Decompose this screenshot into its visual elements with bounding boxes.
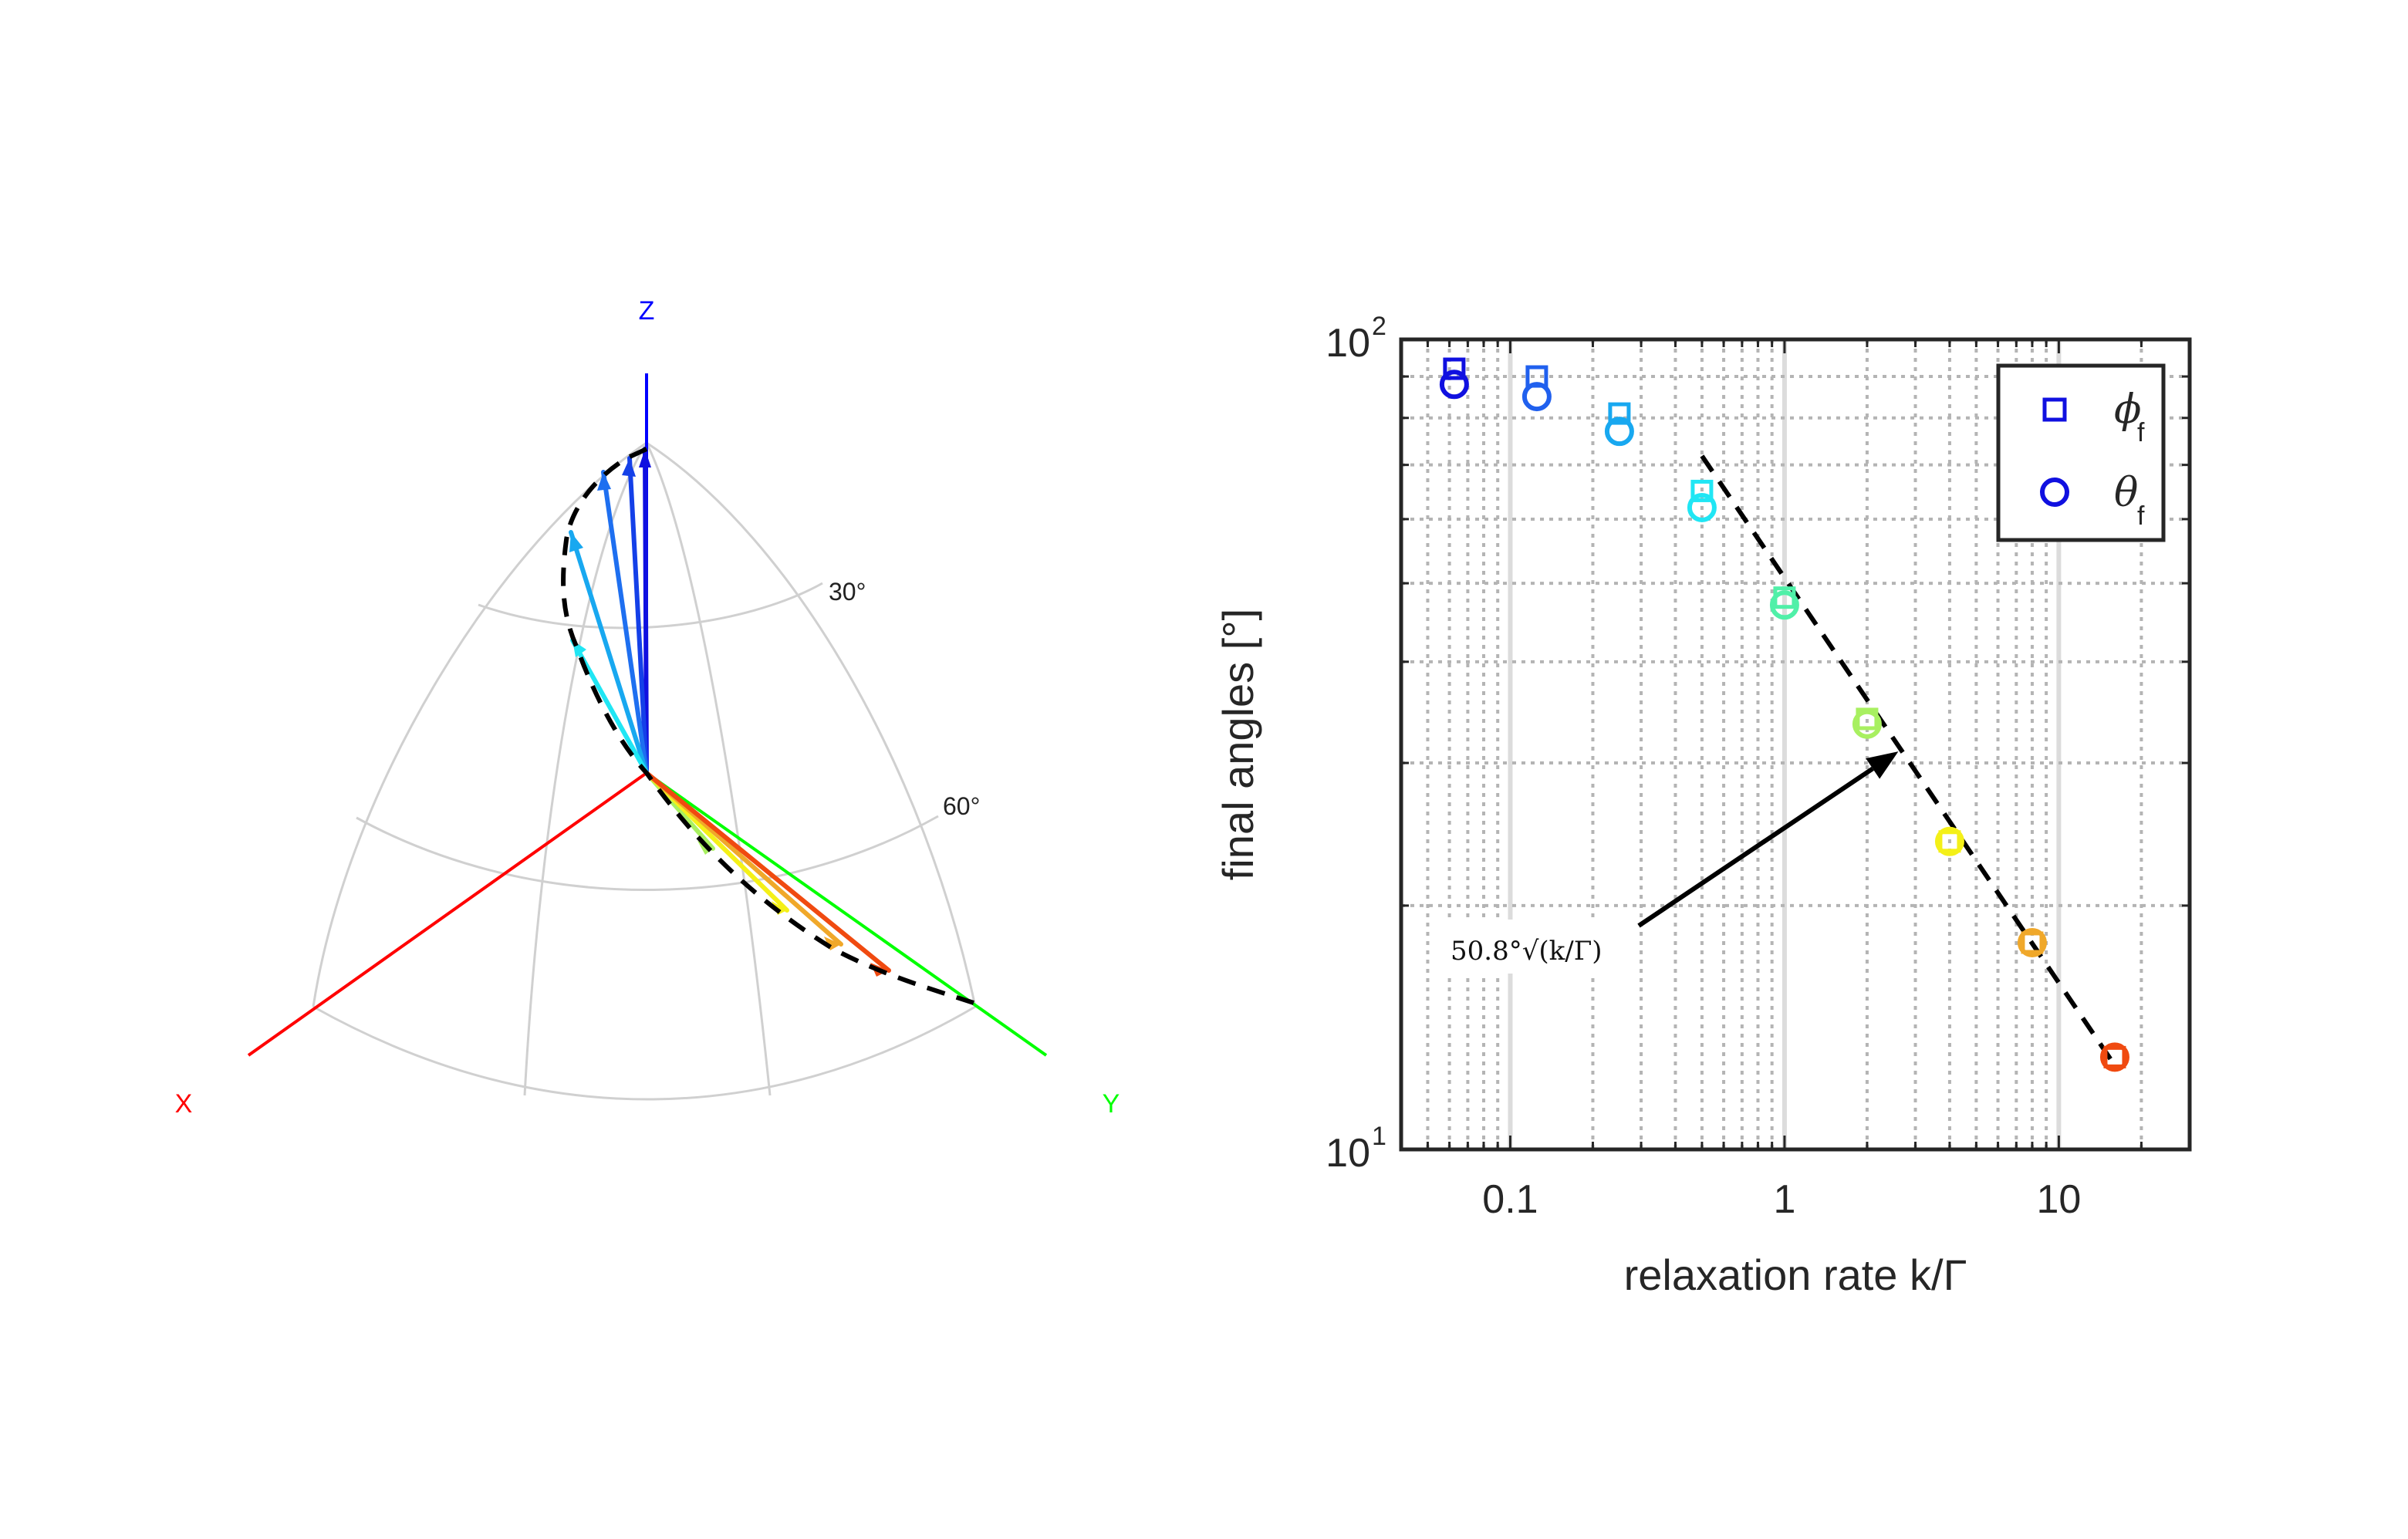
theta-marker <box>2099 1042 2129 1072</box>
phi-marker <box>1690 479 1714 502</box>
latitude-label-60: 60° <box>943 792 980 820</box>
legend-phi-symbol: ϕ <box>2114 386 2141 433</box>
arrowhead-8 <box>824 937 841 950</box>
annotation-text: 50.8°√(k/Γ) <box>1451 936 1603 967</box>
vectors <box>569 447 891 973</box>
theta-marker <box>1604 417 1634 447</box>
theta-marker <box>1439 370 1469 400</box>
y-axis <box>645 771 1048 1057</box>
vector-arrowheads <box>569 449 889 977</box>
meridian-1 <box>523 442 648 1096</box>
x-tick-label: 0.1 <box>1482 1177 1538 1222</box>
x-axis <box>247 771 648 1057</box>
annotation-arrowhead <box>1866 751 1899 779</box>
legend-theta-subscript: f <box>2137 501 2145 531</box>
legend-box <box>1996 363 2166 542</box>
legend-phi-subscript: f <box>2137 418 2145 447</box>
vector-3 <box>601 470 649 775</box>
arrowhead-7 <box>772 901 787 915</box>
meridian-2 <box>645 442 772 1096</box>
y-tick-exponent: 2 <box>1372 312 1386 341</box>
legend-square-icon <box>2042 397 2067 422</box>
sphere-grid <box>312 441 977 1101</box>
theta-marker <box>1934 826 1964 856</box>
x-axis-label: X <box>175 1089 193 1119</box>
legend-circle-icon <box>2040 478 2069 507</box>
sphere-outline-left <box>312 441 647 1007</box>
theta-marker <box>1852 709 1882 739</box>
y-tick-exponent: 1 <box>1372 1122 1386 1151</box>
annotation: 50.8°√(k/Γ) <box>1441 751 1899 974</box>
legend: ϕ f θ f <box>1996 363 2166 542</box>
x-axis-title: relaxation rate k/Γ <box>1624 1250 1967 1299</box>
theta-marker <box>2017 927 2047 957</box>
sphere-outline-bottom <box>312 1005 976 1101</box>
annotation-arrow <box>1637 766 1874 928</box>
phi-marker <box>2021 931 2044 954</box>
phi-marker <box>2103 1045 2126 1068</box>
y-axis-title: final angles [°] <box>1214 609 1262 880</box>
arrowhead-2 <box>622 458 636 477</box>
sphere-panel: Z X Y 30° 60° <box>175 296 1120 1119</box>
z-axis-label: Z <box>639 296 655 326</box>
data-markers <box>1439 357 2129 1072</box>
latitude-circle-30 <box>478 582 823 629</box>
sphere-outline-right <box>646 441 977 1007</box>
vector-1 <box>643 447 649 775</box>
phi-marker <box>1608 402 1631 425</box>
trajectory-dashed <box>561 447 974 1005</box>
latitude-circle-60 <box>356 815 939 892</box>
y-axis-label: Y <box>1103 1089 1120 1119</box>
arrowhead-3 <box>597 472 611 491</box>
theta-marker <box>1769 590 1799 620</box>
theta-marker <box>1521 382 1552 412</box>
phi-marker <box>1938 830 1961 853</box>
x-tick-label: 1 <box>1773 1177 1795 1222</box>
theta-marker <box>1687 492 1717 522</box>
vector-9 <box>644 771 891 973</box>
latitude-label-30: 30° <box>829 578 866 606</box>
chart-grid <box>1400 339 2191 1149</box>
arrowhead-4 <box>569 532 583 552</box>
vector-4 <box>569 530 649 775</box>
annotation-box <box>1441 920 1639 974</box>
y-tick-label: 10 <box>1326 1131 1370 1176</box>
phi-marker <box>1443 357 1466 380</box>
plot-frame <box>1399 337 2192 1152</box>
x-tick-label: 10 <box>2036 1177 2081 1222</box>
y-tick-label: 10 <box>1326 321 1370 366</box>
vector-2 <box>627 456 649 775</box>
arrowhead-1 <box>639 449 651 467</box>
legend-theta-symbol: θ <box>2114 470 2138 516</box>
